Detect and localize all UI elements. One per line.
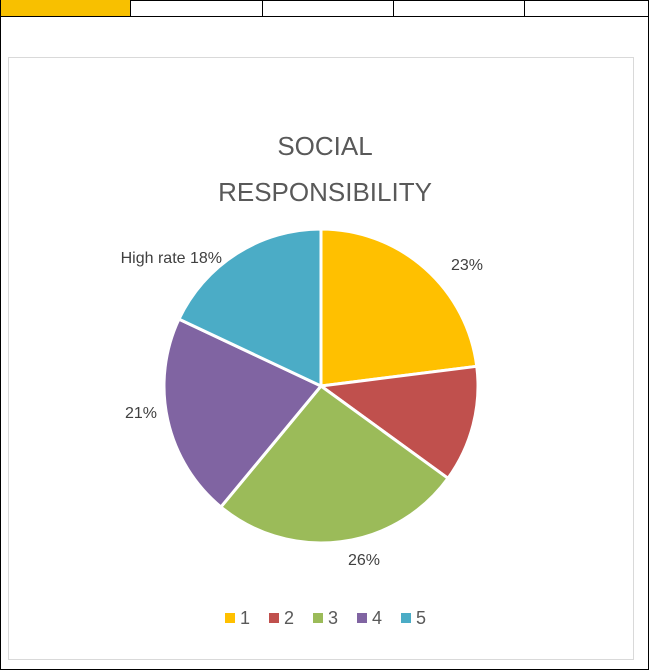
table-bottom-border [0,16,649,17]
table-cell-divider [130,0,131,16]
pie-slice-2 [319,364,480,480]
legend-swatch-3 [313,613,323,623]
legend-swatch-1 [225,613,235,623]
pie-slice-5 [177,227,323,388]
slice-label-4: 21% [125,405,157,422]
pie-slices [162,227,480,545]
legend-label-2: 2 [284,608,294,628]
table-cell-divider [262,0,263,16]
legend-label-3: 3 [328,608,338,628]
chart-title-line-2: RESPONSIBILITY [218,177,432,207]
slice-label-1: 23% [451,257,483,274]
chart-title-line-1: SOCIAL [277,131,372,161]
slice-label-5: High rate 18% [121,250,222,267]
chart-legend: 1 2 3 4 5 [225,608,426,628]
legend-swatch-4 [357,613,367,623]
slice-label-3: 26% [348,552,380,569]
table-cell-divider [524,0,525,16]
slice-labels: 23% 26% 21% High rate 18% [121,250,483,569]
legend-label-5: 5 [416,608,426,628]
legend-swatch-2 [269,613,279,623]
legend-label-4: 4 [372,608,382,628]
pie-slice-1 [319,227,479,388]
legend-label-1: 1 [240,608,250,628]
pie-slice-4 [162,317,323,509]
table-cell-divider [393,0,394,16]
legend-swatch-5 [401,613,411,623]
pie-slice-3 [219,384,450,545]
highlighted-table-cell [1,0,130,16]
